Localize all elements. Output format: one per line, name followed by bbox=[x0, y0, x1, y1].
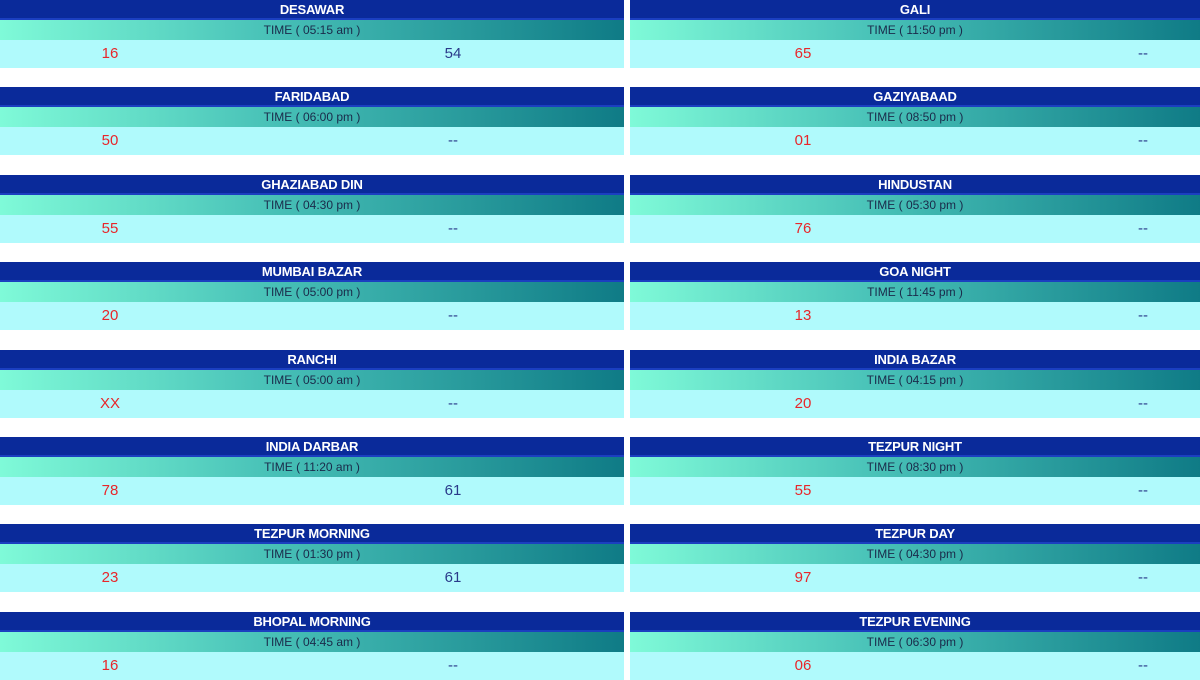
today-result: -- bbox=[1138, 132, 1148, 149]
game-results-row: 50 -- bbox=[0, 127, 624, 155]
previous-result: 55 bbox=[794, 482, 812, 499]
today-result: -- bbox=[448, 395, 458, 412]
game-card: DESAWAR TIME ( 05:15 am ) 16 54 bbox=[0, 0, 624, 68]
game-time: TIME ( 04:30 pm ) bbox=[0, 195, 624, 215]
game-card: BHOPAL MORNING TIME ( 04:45 am ) 16 -- bbox=[0, 612, 624, 680]
game-results-row: 16 54 bbox=[0, 40, 624, 68]
game-time: TIME ( 05:15 am ) bbox=[0, 20, 624, 40]
game-time: TIME ( 11:20 am ) bbox=[0, 457, 624, 477]
game-time: TIME ( 08:30 pm ) bbox=[630, 457, 1200, 477]
today-result: 54 bbox=[444, 45, 462, 62]
previous-result: XX bbox=[99, 395, 120, 412]
game-name: MUMBAI BAZAR bbox=[0, 262, 624, 282]
game-name: RANCHI bbox=[0, 350, 624, 370]
game-name: INDIA BAZAR bbox=[630, 350, 1200, 370]
game-results-row: 55 -- bbox=[630, 477, 1200, 505]
today-result: -- bbox=[448, 307, 458, 324]
game-card: TEZPUR DAY TIME ( 04:30 pm ) 97 -- bbox=[630, 524, 1200, 592]
game-time: TIME ( 11:50 pm ) bbox=[630, 20, 1200, 40]
game-time: TIME ( 05:00 pm ) bbox=[0, 282, 624, 302]
today-result: -- bbox=[448, 132, 458, 149]
game-card: INDIA BAZAR TIME ( 04:15 pm ) 20 -- bbox=[630, 350, 1200, 418]
previous-result: 65 bbox=[794, 45, 812, 62]
game-name: GAZIYABAAD bbox=[630, 87, 1200, 107]
game-results-row: 06 -- bbox=[630, 652, 1200, 680]
previous-result: 55 bbox=[101, 220, 119, 237]
game-results-row: 23 61 bbox=[0, 564, 624, 592]
today-result: 61 bbox=[444, 482, 462, 499]
previous-result: 97 bbox=[794, 569, 812, 586]
previous-result: 20 bbox=[101, 307, 119, 324]
game-results-row: 16 -- bbox=[0, 652, 624, 680]
game-name: GALI bbox=[630, 0, 1200, 20]
game-time: TIME ( 08:50 pm ) bbox=[630, 107, 1200, 127]
game-time: TIME ( 05:30 pm ) bbox=[630, 195, 1200, 215]
game-time: TIME ( 11:45 pm ) bbox=[630, 282, 1200, 302]
today-result: -- bbox=[1138, 45, 1148, 62]
game-name: HINDUSTAN bbox=[630, 175, 1200, 195]
game-name: BHOPAL MORNING bbox=[0, 612, 624, 632]
game-card: INDIA DARBAR TIME ( 11:20 am ) 78 61 bbox=[0, 437, 624, 505]
game-name: TEZPUR DAY bbox=[630, 524, 1200, 544]
previous-result: 50 bbox=[101, 132, 119, 149]
game-card: GAZIYABAAD TIME ( 08:50 pm ) 01 -- bbox=[630, 87, 1200, 155]
game-results-row: 20 -- bbox=[0, 302, 624, 330]
game-card: TEZPUR NIGHT TIME ( 08:30 pm ) 55 -- bbox=[630, 437, 1200, 505]
game-results-row: XX -- bbox=[0, 390, 624, 418]
game-card: GOA NIGHT TIME ( 11:45 pm ) 13 -- bbox=[630, 262, 1200, 330]
game-name: GOA NIGHT bbox=[630, 262, 1200, 282]
previous-result: 01 bbox=[794, 132, 812, 149]
game-time: TIME ( 06:30 pm ) bbox=[630, 632, 1200, 652]
game-name: FARIDABAD bbox=[0, 87, 624, 107]
previous-result: 06 bbox=[794, 657, 812, 674]
today-result: -- bbox=[1138, 482, 1148, 499]
game-time: TIME ( 05:00 am ) bbox=[0, 370, 624, 390]
game-results-row: 20 -- bbox=[630, 390, 1200, 418]
today-result: 61 bbox=[444, 569, 462, 586]
game-results-row: 76 -- bbox=[630, 215, 1200, 243]
previous-result: 23 bbox=[101, 569, 119, 586]
previous-result: 16 bbox=[101, 657, 119, 674]
previous-result: 76 bbox=[794, 220, 812, 237]
game-results-row: 01 -- bbox=[630, 127, 1200, 155]
previous-result: 78 bbox=[101, 482, 119, 499]
game-results-row: 97 -- bbox=[630, 564, 1200, 592]
game-time: TIME ( 06:00 pm ) bbox=[0, 107, 624, 127]
today-result: -- bbox=[1138, 657, 1148, 674]
game-results-row: 78 61 bbox=[0, 477, 624, 505]
game-name: TEZPUR MORNING bbox=[0, 524, 624, 544]
previous-result: 16 bbox=[101, 45, 119, 62]
today-result: -- bbox=[1138, 395, 1148, 412]
game-name: DESAWAR bbox=[0, 0, 624, 20]
game-card: HINDUSTAN TIME ( 05:30 pm ) 76 -- bbox=[630, 175, 1200, 243]
game-time: TIME ( 04:45 am ) bbox=[0, 632, 624, 652]
game-time: TIME ( 01:30 pm ) bbox=[0, 544, 624, 564]
game-card: MUMBAI BAZAR TIME ( 05:00 pm ) 20 -- bbox=[0, 262, 624, 330]
game-time: TIME ( 04:15 pm ) bbox=[630, 370, 1200, 390]
game-card: RANCHI TIME ( 05:00 am ) XX -- bbox=[0, 350, 624, 418]
game-card: FARIDABAD TIME ( 06:00 pm ) 50 -- bbox=[0, 87, 624, 155]
game-card: TEZPUR MORNING TIME ( 01:30 pm ) 23 61 bbox=[0, 524, 624, 592]
game-card: GALI TIME ( 11:50 pm ) 65 -- bbox=[630, 0, 1200, 68]
game-results-row: 65 -- bbox=[630, 40, 1200, 68]
today-result: -- bbox=[448, 220, 458, 237]
previous-result: 20 bbox=[794, 395, 812, 412]
game-name: GHAZIABAD DIN bbox=[0, 175, 624, 195]
previous-result: 13 bbox=[794, 307, 812, 324]
today-result: -- bbox=[1138, 569, 1148, 586]
game-name: TEZPUR NIGHT bbox=[630, 437, 1200, 457]
game-name: TEZPUR EVENING bbox=[630, 612, 1200, 632]
game-results-row: 13 -- bbox=[630, 302, 1200, 330]
game-time: TIME ( 04:30 pm ) bbox=[630, 544, 1200, 564]
game-card: TEZPUR EVENING TIME ( 06:30 pm ) 06 -- bbox=[630, 612, 1200, 680]
today-result: -- bbox=[448, 657, 458, 674]
game-card: GHAZIABAD DIN TIME ( 04:30 pm ) 55 -- bbox=[0, 175, 624, 243]
game-results-row: 55 -- bbox=[0, 215, 624, 243]
today-result: -- bbox=[1138, 220, 1148, 237]
game-name: INDIA DARBAR bbox=[0, 437, 624, 457]
today-result: -- bbox=[1138, 307, 1148, 324]
